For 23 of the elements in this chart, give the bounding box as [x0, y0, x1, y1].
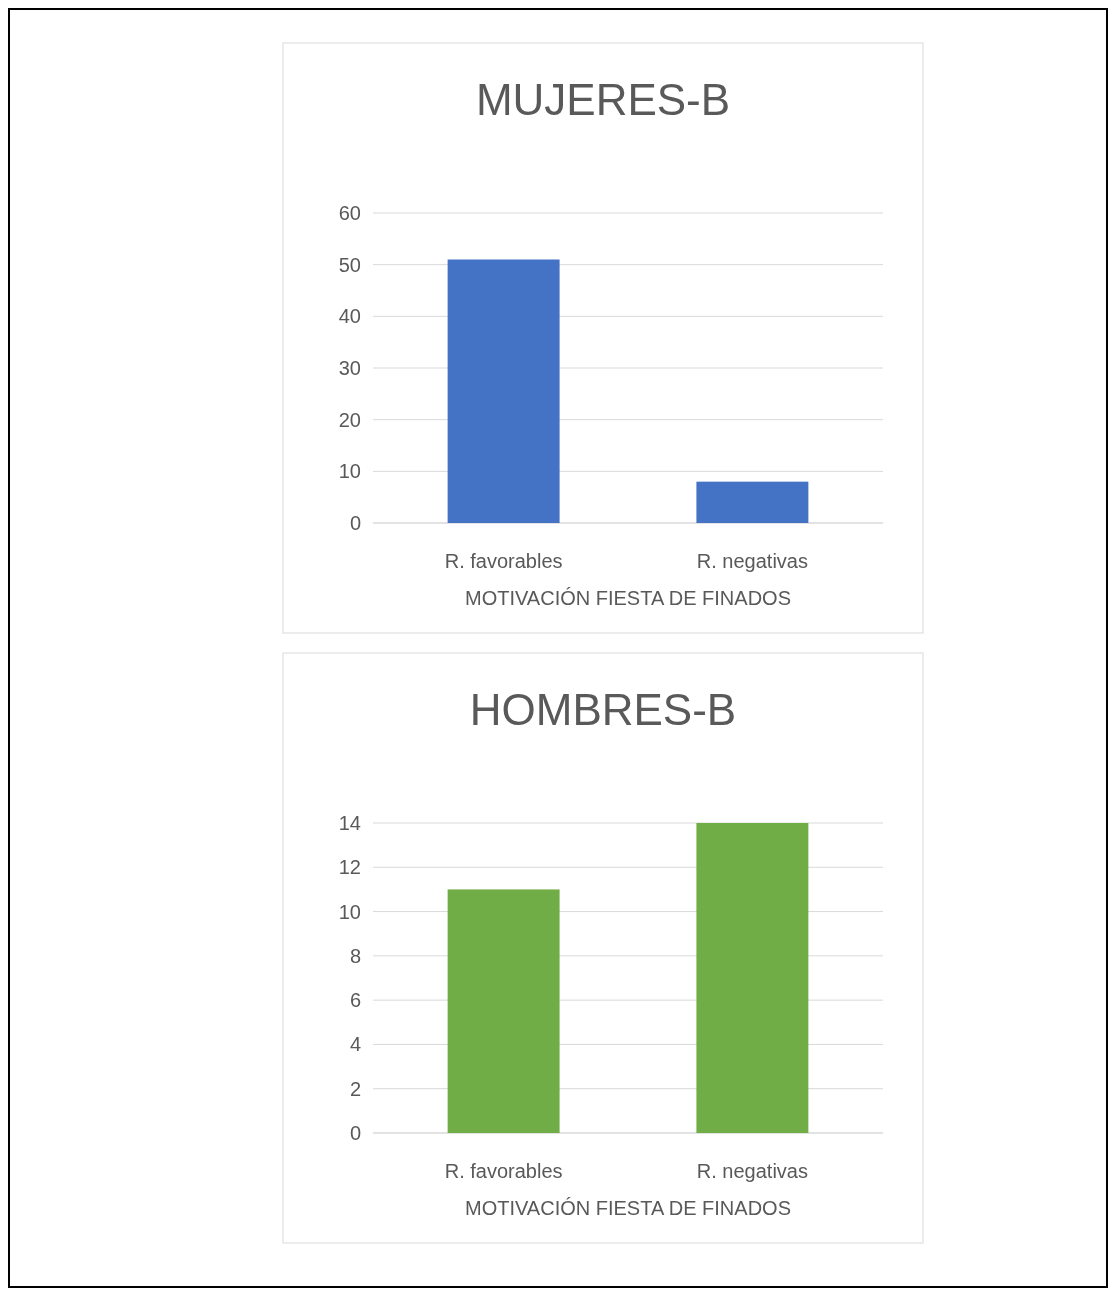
y-tick-label: 0 [349, 512, 361, 534]
x-tick-label: R. favorables [444, 550, 563, 572]
x-tick-label: R. negativas [696, 550, 808, 572]
chart-title: MUJERES-B [475, 75, 731, 124]
y-tick-label: 10 [338, 460, 361, 483]
chart-title: HOMBRES-B [469, 685, 737, 734]
y-tick-label: 20 [338, 408, 361, 431]
y-tick-label: 12 [338, 856, 361, 879]
x-tick-label: R. favorables [444, 1160, 563, 1182]
x-axis-title: MOTIVACIÓN FIESTA DE FINADOS [465, 587, 791, 609]
y-tick-label: 4 [349, 1033, 361, 1056]
y-tick-label: 0 [349, 1122, 361, 1144]
x-axis-title: MOTIVACIÓN FIESTA DE FINADOS [465, 1197, 791, 1219]
y-tick-label: 50 [338, 253, 361, 276]
y-tick-label: 40 [338, 305, 361, 328]
y-tick-label: 60 [338, 202, 361, 224]
y-tick-label: 2 [349, 1077, 361, 1100]
y-tick-label: 30 [338, 357, 361, 379]
y-tick-label: 10 [338, 900, 361, 923]
y-tick-label: 6 [349, 989, 361, 1012]
x-tick-label: R. negativas [696, 1160, 808, 1182]
y-tick-label: 14 [338, 812, 361, 834]
y-tick-label: 8 [349, 944, 361, 967]
